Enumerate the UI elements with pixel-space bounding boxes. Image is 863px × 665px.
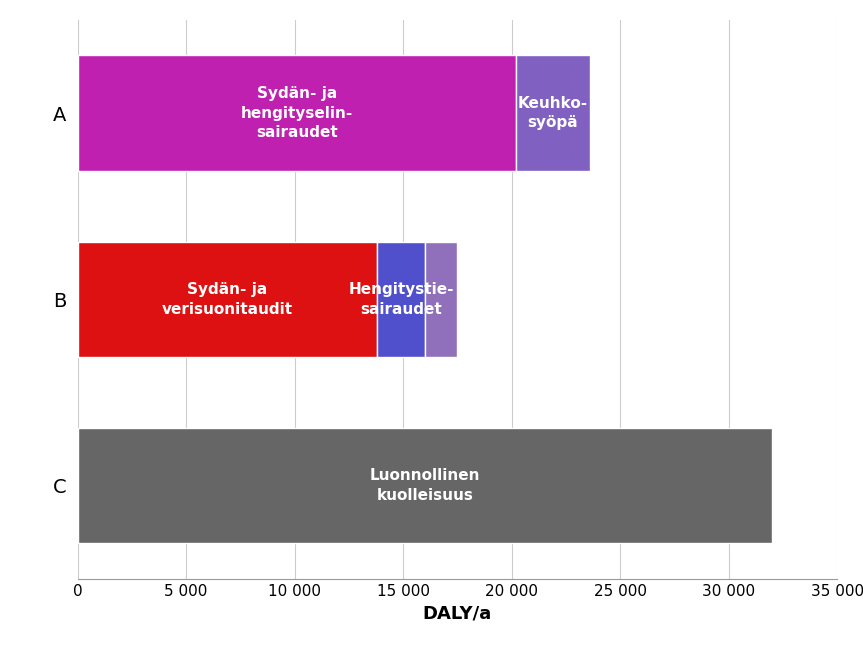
Bar bbox=[425, 241, 457, 357]
X-axis label: DALY/a: DALY/a bbox=[423, 604, 492, 622]
Bar bbox=[78, 428, 772, 543]
Bar bbox=[377, 241, 425, 357]
Bar bbox=[78, 241, 377, 357]
Text: Sydän- ja
hengityselin-
sairaudet: Sydän- ja hengityselin- sairaudet bbox=[241, 86, 353, 140]
Bar bbox=[516, 55, 589, 171]
Text: Hengitystie-
sairaudet: Hengitystie- sairaudet bbox=[349, 282, 454, 317]
Text: Luonnollinen
kuolleisuus: Luonnollinen kuolleisuus bbox=[369, 468, 480, 503]
Bar bbox=[78, 55, 516, 171]
Text: Keuhko-
syöpä: Keuhko- syöpä bbox=[518, 96, 588, 130]
Text: Sydän- ja
verisuonitaudit: Sydän- ja verisuonitaudit bbox=[162, 282, 293, 317]
